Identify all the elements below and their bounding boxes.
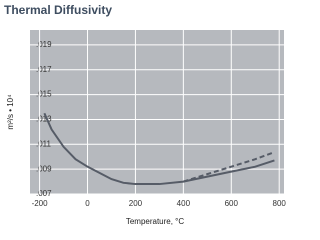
chart: Thermal Diffusivity Temperature, °C m²/s… xyxy=(4,3,287,226)
x-axis-label: Temperature, °C xyxy=(126,217,185,226)
plot-area xyxy=(30,30,284,194)
y-tick-label: .009 xyxy=(36,164,52,173)
x-tick-label: -200 xyxy=(32,199,49,208)
y-axis-label: m²/s • 10⁴ xyxy=(6,94,15,130)
y-tick-label: .013 xyxy=(36,115,52,124)
x-tick-label: 400 xyxy=(177,199,191,208)
x-tick-label: 600 xyxy=(225,199,239,208)
y-tick-label: .007 xyxy=(36,189,52,198)
data-line xyxy=(183,152,273,183)
y-tick-label: .015 xyxy=(36,90,52,99)
x-tick-label: 0 xyxy=(85,199,90,208)
y-tick-label: .017 xyxy=(36,65,52,74)
y-tick-label: .019 xyxy=(36,40,52,49)
x-tick-label: 800 xyxy=(273,199,287,208)
chart-title: Thermal Diffusivity xyxy=(4,3,112,17)
data-line xyxy=(43,112,275,186)
x-tick-label: 200 xyxy=(129,199,143,208)
y-tick-label: .011 xyxy=(36,139,52,148)
